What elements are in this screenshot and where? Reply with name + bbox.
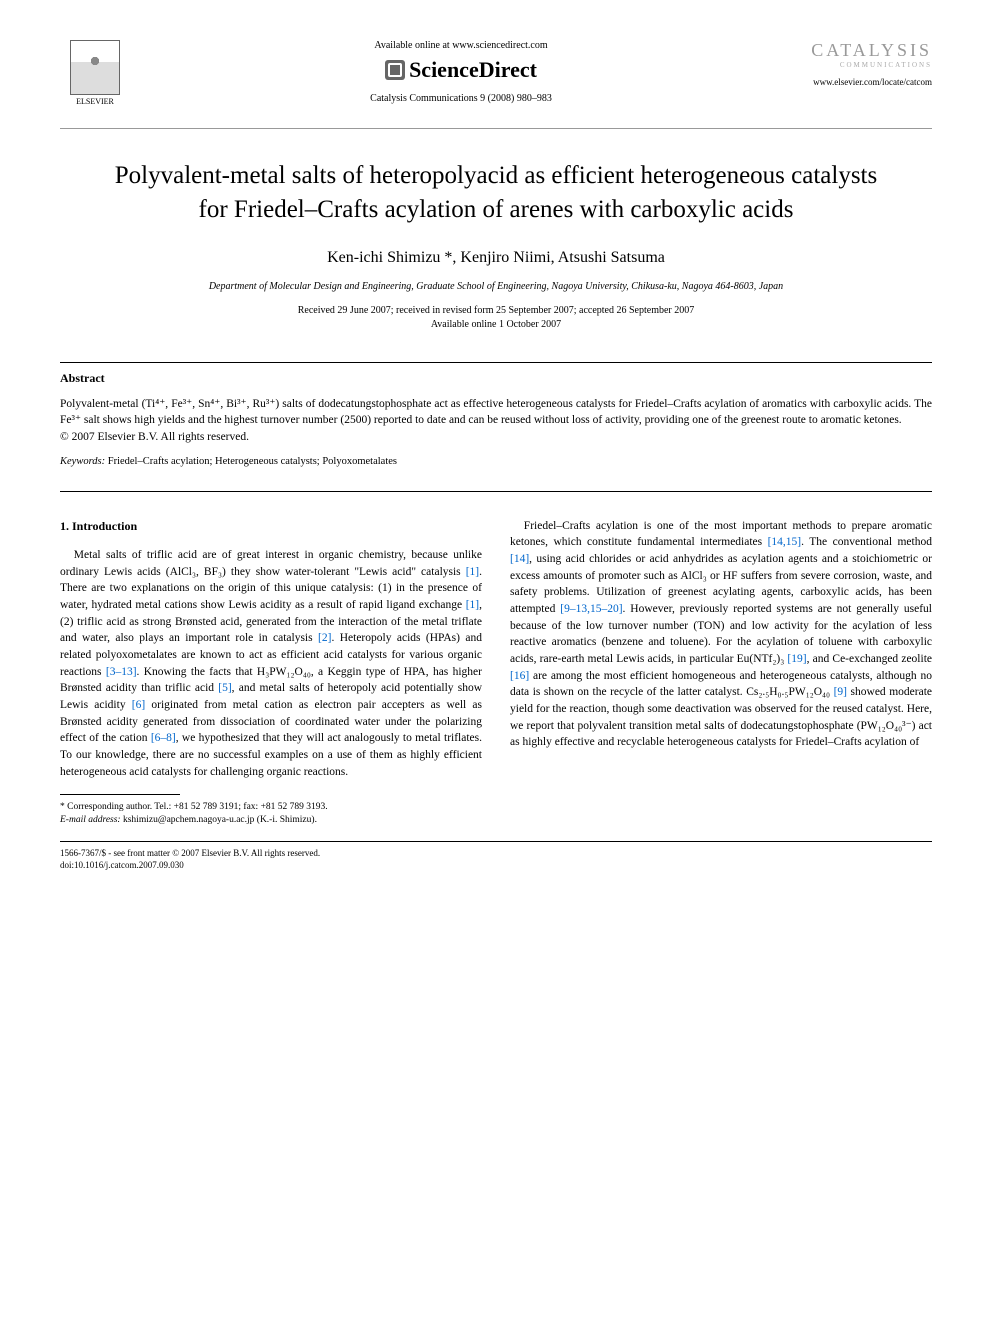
dates-available: Available online 1 October 2007 (60, 318, 932, 332)
elsevier-logo: ELSEVIER (60, 40, 130, 120)
ref-link-9[interactable]: [9] (834, 686, 847, 698)
footer-line2: doi:10.1016/j.catcom.2007.09.030 (60, 859, 932, 871)
journal-brand-subtitle: COMMUNICATIONS (792, 61, 932, 69)
footer-line1: 1566-7367/$ - see front matter © 2007 El… (60, 847, 932, 859)
abstract-heading: Abstract (60, 371, 932, 386)
dates-received: Received 29 June 2007; received in revis… (60, 304, 932, 318)
journal-citation: Catalysis Communications 9 (2008) 980–98… (130, 93, 792, 104)
ref-link-19[interactable]: [19] (787, 653, 806, 665)
sciencedirect-icon (385, 60, 405, 80)
abstract-copyright: © 2007 Elsevier B.V. All rights reserved… (60, 431, 249, 443)
body-columns: 1. Introduction Metal salts of triflic a… (60, 518, 932, 781)
intro-heading: 1. Introduction (60, 518, 482, 535)
footnote-email-line: E-mail address: kshimizu@apchem.nagoya-u… (60, 814, 932, 827)
abstract-text: Polyvalent-metal (Ti⁴⁺, Fe³⁺, Sn⁴⁺, Bi³⁺… (60, 396, 932, 446)
footer-text: 1566-7367/$ - see front matter © 2007 El… (60, 847, 932, 871)
authors-line: Ken-ichi Shimizu *, Kenjiro Niimi, Atsus… (60, 249, 932, 267)
keywords-line: Keywords: Friedel–Crafts acylation; Hete… (60, 456, 932, 467)
ref-link-9-13-15-20[interactable]: [9–13,15–20] (560, 603, 622, 615)
keywords-label: Keywords: (60, 456, 105, 467)
footnote-email-label: E-mail address: (60, 815, 121, 825)
footnote-email: kshimizu@apchem.nagoya-u.ac.jp (121, 815, 257, 825)
ref-link-6[interactable]: [6] (132, 699, 145, 711)
affiliation: Department of Molecular Design and Engin… (60, 281, 932, 292)
article-dates: Received 29 June 2007; received in revis… (60, 304, 932, 332)
ref-link-6-8[interactable]: [6–8] (151, 732, 176, 744)
sciencedirect-logo: ScienceDirect (130, 57, 792, 83)
ref-link-3-13[interactable]: [3–13] (106, 666, 137, 678)
journal-brand-title: CATALYSIS (792, 40, 932, 61)
elsevier-tree-icon (70, 40, 120, 95)
sciencedirect-text: ScienceDirect (409, 57, 537, 83)
ref-link-14[interactable]: [14] (510, 553, 529, 565)
ref-link-1b[interactable]: [1] (466, 599, 479, 611)
footer-divider (60, 841, 932, 842)
intro-para-1: Metal salts of triflic acid are of great… (60, 547, 482, 780)
center-header: Available online at www.sciencedirect.co… (130, 40, 792, 104)
journal-url: www.elsevier.com/locate/catcom (792, 77, 932, 87)
corresponding-author-footnote: * Corresponding author. Tel.: +81 52 789… (60, 801, 932, 827)
footnote-corresponding: * Corresponding author. Tel.: +81 52 789… (60, 801, 932, 814)
elsevier-label: ELSEVIER (76, 97, 114, 106)
ref-link-14-15[interactable]: [14,15] (768, 536, 802, 548)
header-divider (60, 128, 932, 129)
available-online-text: Available online at www.sciencedirect.co… (130, 40, 792, 51)
abstract-top-divider (60, 362, 932, 363)
ref-link-2[interactable]: [2] (318, 632, 331, 644)
abstract-body: Polyvalent-metal (Ti⁴⁺, Fe³⁺, Sn⁴⁺, Bi³⁺… (60, 398, 932, 427)
footnote-email-name: (K.-i. Shimizu). (257, 815, 317, 825)
footnote-divider (60, 794, 180, 795)
intro-para-2: Friedel–Crafts acylation is one of the m… (510, 518, 932, 751)
ref-link-1[interactable]: [1] (466, 566, 479, 578)
page-header: ELSEVIER Available online at www.science… (60, 40, 932, 120)
ref-link-16[interactable]: [16] (510, 670, 529, 682)
keywords-text: Friedel–Crafts acylation; Heterogeneous … (105, 456, 397, 467)
abstract-bottom-divider (60, 491, 932, 492)
journal-brand-logo: CATALYSIS COMMUNICATIONS www.elsevier.co… (792, 40, 932, 87)
article-title: Polyvalent-metal salts of heteropolyacid… (60, 159, 932, 227)
ref-link-5[interactable]: [5] (218, 682, 231, 694)
